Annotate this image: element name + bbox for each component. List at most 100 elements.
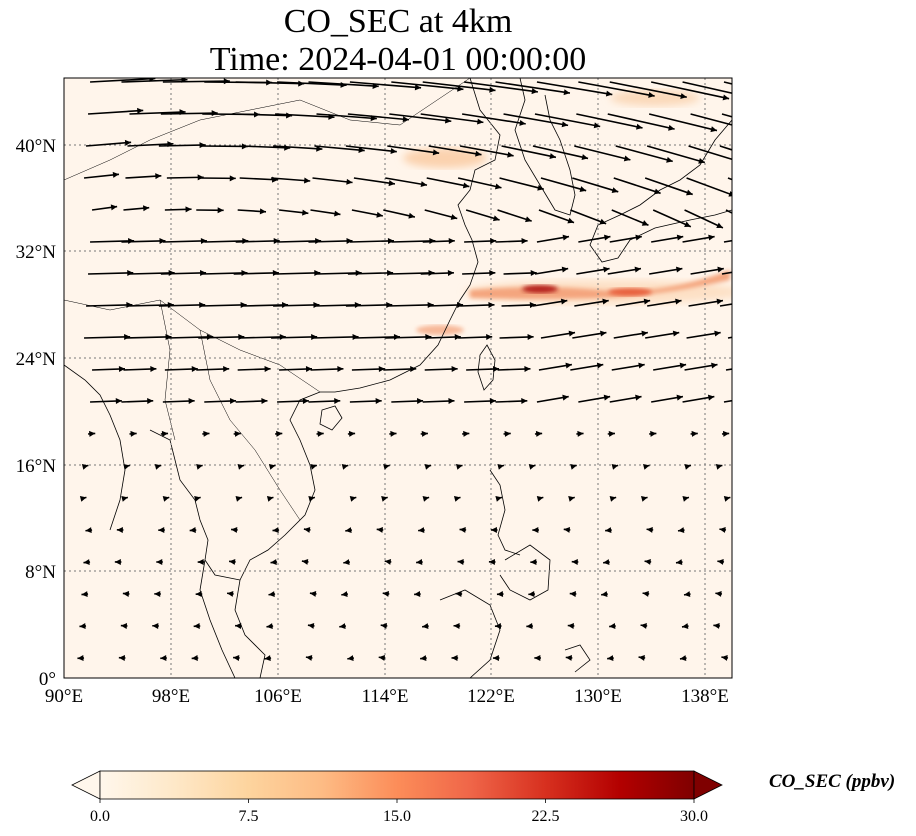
wind-vector-shaft <box>611 209 649 226</box>
wind-vector-head <box>387 237 394 244</box>
wind-vector-head <box>638 654 645 661</box>
colorbar: 0.0 7.5 15.0 22.5 30.0 CO_SEC (ppbv) <box>71 770 895 825</box>
wind-vector-head <box>684 463 691 470</box>
wind-vector-head <box>122 590 130 597</box>
wind-vector-shaft <box>129 272 175 275</box>
wind-vector-head <box>715 590 722 597</box>
wind-vector-shaft <box>347 272 394 275</box>
wind-vector-head <box>455 463 463 470</box>
wind-vector-head <box>420 181 428 188</box>
wind-vector-head <box>650 430 657 437</box>
wind-vector-head <box>456 302 464 309</box>
wind-vector-head <box>711 362 718 369</box>
wind-vector-head <box>147 398 154 405</box>
wind-vector-head <box>303 526 311 533</box>
wind-vector-head <box>81 591 88 598</box>
wind-vector-shaft <box>536 81 613 96</box>
wind-vector-shaft <box>721 271 732 275</box>
wind-vector-head <box>346 237 353 244</box>
wind-vector-head <box>504 430 511 437</box>
wind-vector-head <box>527 334 534 341</box>
wind-vector-head <box>532 527 539 534</box>
wind-vector-head <box>571 558 578 565</box>
wind-vector-head <box>698 157 705 164</box>
wind-vector-head <box>114 558 121 565</box>
wind-vector-head <box>337 366 344 373</box>
lon-tick-130: 130°E <box>574 686 622 707</box>
colorbar-tick-4: 30.0 <box>680 808 708 825</box>
wind-vector-head <box>188 398 195 405</box>
wind-vector-shaft <box>615 145 673 163</box>
wind-vector-head <box>563 89 570 96</box>
wind-vector-head <box>390 430 397 437</box>
wind-vector-head <box>432 149 440 156</box>
wind-vector-head <box>162 495 170 502</box>
wind-vector-head <box>191 366 198 373</box>
wind-vector-shaft <box>200 304 247 307</box>
wind-vector-head <box>229 558 236 565</box>
wind-vector-head <box>358 147 365 154</box>
wind-vector-head <box>272 269 279 276</box>
wind-vector-head <box>349 495 357 502</box>
wind-vector-head <box>728 191 732 197</box>
wind-vector-head <box>521 398 528 405</box>
wind-vector-head <box>641 220 649 226</box>
wind-vector-head <box>422 495 430 502</box>
wind-vector-head <box>785 129 792 135</box>
gulf-of-thailand <box>149 429 241 581</box>
wind-vector-head <box>450 214 458 220</box>
wind-vector-head <box>603 266 610 273</box>
wind-vector-head <box>448 398 455 405</box>
wind-vector-head <box>348 430 356 437</box>
wind-vector-shaft <box>127 304 174 307</box>
wind-vector-head <box>118 654 125 661</box>
wind-vector-head <box>229 398 237 405</box>
wind-vector-shaft <box>121 78 188 83</box>
wind-vector-head <box>307 622 315 629</box>
wind-vector-head <box>142 205 150 212</box>
wind-vector-head <box>408 212 415 219</box>
wind-vector-head <box>608 430 615 437</box>
wind-vector-head <box>161 430 169 437</box>
wind-vector-shaft <box>86 304 133 307</box>
wind-vector-head <box>529 302 536 309</box>
wind-vector-head <box>641 330 648 337</box>
wind-vector-head <box>528 591 535 598</box>
wind-vector-shaft <box>275 272 321 275</box>
wind-vector-head <box>561 266 569 273</box>
wind-vector-head <box>310 463 317 470</box>
wind-vector-shaft <box>609 81 687 98</box>
wind-vector-head <box>416 559 423 566</box>
wind-vector-head <box>402 116 409 123</box>
wind-vector-head <box>577 430 584 437</box>
wind-vector-head <box>447 270 454 277</box>
wind-vector-shaft <box>273 145 323 150</box>
wind-vector-head <box>579 186 587 192</box>
wind-vector-shaft <box>570 209 607 225</box>
wind-vector-head <box>684 221 691 228</box>
wind-vector-shaft <box>688 145 732 161</box>
border-2 <box>199 329 301 521</box>
lat-tick-0: 0° <box>39 669 56 690</box>
wind-vector-head <box>749 395 755 401</box>
wind-vector-head <box>549 153 556 159</box>
wind-vector-head <box>519 119 526 126</box>
wind-vector-shaft <box>385 336 432 339</box>
wind-vector-head <box>89 430 96 437</box>
wind-vector-shaft <box>613 177 661 195</box>
wind-vector-shaft <box>314 145 365 152</box>
wind-vector-shaft <box>233 272 279 275</box>
wind-vector-head <box>459 526 466 533</box>
wind-vector-head <box>381 495 388 502</box>
wind-vector-shaft <box>88 272 134 275</box>
wind-vector-head <box>235 622 242 629</box>
wind-vector-head <box>710 126 717 133</box>
wind-vector-head <box>237 463 245 470</box>
wind-vector-head <box>158 527 165 534</box>
wind-vector-head <box>382 590 390 597</box>
wind-vector-shaft <box>727 336 732 339</box>
lon-tick-138: 138°E <box>681 686 729 707</box>
wind-vector-head <box>159 237 166 244</box>
wind-vector-head <box>609 623 616 630</box>
wind-vector-head <box>195 591 202 598</box>
